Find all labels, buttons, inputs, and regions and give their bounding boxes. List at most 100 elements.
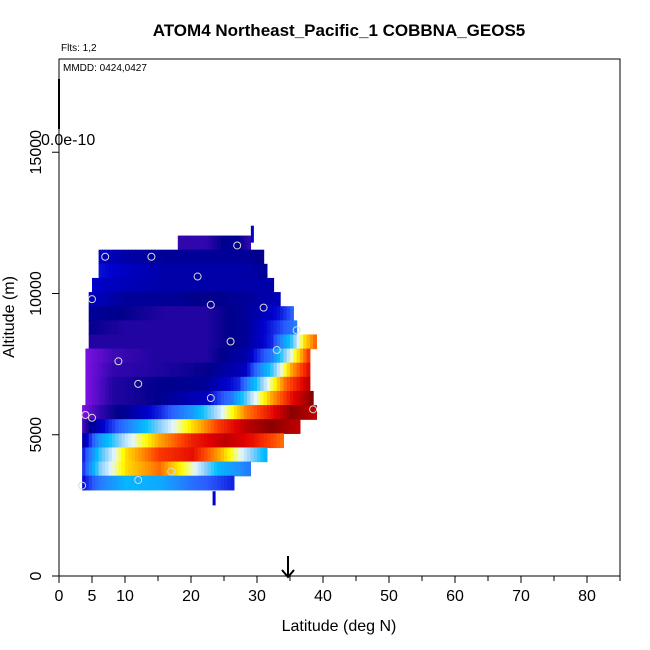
heatmap-cell — [237, 249, 242, 265]
heatmap-cell — [134, 249, 139, 265]
heatmap-cell — [148, 362, 152, 378]
heatmap-cell — [266, 292, 271, 307]
heatmap-cell — [233, 263, 238, 279]
heatmap-cell — [237, 263, 242, 279]
heatmap-cell — [227, 334, 232, 350]
heatmap-cell — [299, 390, 304, 406]
heatmap-cell — [227, 362, 232, 378]
heatmap-cell — [181, 235, 185, 251]
heatmap-cell — [191, 292, 195, 307]
heatmap-cell — [200, 376, 205, 392]
heatmap-cell — [101, 320, 106, 336]
heatmap-cell — [118, 362, 123, 378]
heatmap-cell — [204, 292, 209, 307]
heatmap-cell — [220, 390, 225, 406]
heatmap-cell — [161, 447, 166, 463]
heatmap-cell — [184, 475, 189, 491]
heatmap-cell — [121, 334, 126, 350]
heatmap-cell — [101, 306, 106, 321]
heatmap-cell — [243, 320, 248, 336]
heatmap-cell — [88, 419, 93, 434]
heatmap-cell — [230, 419, 235, 434]
heatmap-cell — [184, 249, 189, 265]
heatmap-cell — [105, 348, 110, 364]
heatmap-cell — [174, 277, 179, 293]
heatmap-cell — [293, 334, 298, 350]
heatmap-cell — [141, 263, 146, 279]
heatmap-cell — [121, 263, 126, 279]
heatmap-cell — [194, 419, 199, 434]
heatmap-cell — [98, 334, 103, 350]
heatmap-cell — [131, 376, 136, 392]
heatmap-cell — [161, 334, 166, 350]
heatmap-cell — [171, 475, 176, 491]
heatmap-cell — [82, 433, 86, 449]
heatmap-cell — [276, 376, 281, 392]
track-point — [78, 481, 87, 490]
heatmap-cell — [270, 348, 275, 364]
heatmap-cell — [177, 433, 182, 449]
heatmap-cell — [266, 348, 271, 364]
heatmap-cell — [240, 419, 245, 434]
heatmap-cell — [250, 419, 255, 434]
heatmap-cell — [161, 376, 166, 392]
heatmap-cell — [214, 334, 218, 350]
heatmap-cell — [194, 334, 199, 350]
heatmap-cell — [240, 376, 245, 392]
heatmap-cell — [184, 362, 189, 378]
heatmap-cell — [194, 320, 199, 336]
heatmap-cell — [220, 263, 225, 279]
heatmap-cell — [125, 362, 129, 378]
heatmap-cell — [144, 362, 149, 378]
heatmap-cell — [306, 390, 311, 406]
heatmap-cell — [98, 419, 103, 434]
heatmap-cell — [148, 447, 152, 463]
heatmap-cell — [88, 390, 93, 406]
track-point — [134, 475, 143, 484]
heatmap-cell — [161, 263, 166, 279]
heatmap-cell — [290, 405, 294, 420]
heatmap-cell — [161, 390, 166, 406]
heatmap-cell — [283, 376, 288, 392]
heatmap-cell — [230, 348, 235, 364]
heatmap-cell — [214, 320, 218, 336]
heatmap-cell — [293, 348, 298, 364]
heatmap-cell — [204, 362, 209, 378]
heatmap-cell — [88, 348, 93, 364]
heatmap-cell — [290, 390, 294, 406]
heatmap-cell — [227, 249, 232, 265]
heatmap-cell — [105, 433, 110, 449]
heatmap-cell — [171, 376, 176, 392]
heatmap-cell — [191, 249, 195, 265]
heatmap-cell — [111, 306, 116, 321]
heatmap-cell — [194, 376, 199, 392]
heatmap-cell — [184, 390, 189, 406]
heatmap-cell — [92, 390, 96, 406]
heatmap-cell — [88, 405, 93, 420]
heatmap-cell — [220, 348, 225, 364]
heatmap-cell — [276, 348, 281, 364]
heatmap-cell — [290, 419, 294, 434]
heatmap-cell — [151, 362, 156, 378]
heatmap-cell — [273, 390, 278, 406]
heatmap-cell — [224, 390, 228, 406]
x-tick-label: 5 — [88, 588, 97, 605]
heatmap-cell — [148, 320, 152, 336]
heatmap-cell — [118, 320, 123, 336]
heatmap-cell — [181, 320, 185, 336]
heatmap-cell — [148, 376, 152, 392]
heatmap-cell — [108, 475, 113, 491]
heatmap-cell — [220, 461, 225, 477]
heatmap-cell — [230, 362, 235, 378]
heatmap-cell — [101, 348, 106, 364]
heatmap-cell — [263, 376, 268, 392]
heatmap-cell — [197, 320, 202, 336]
heatmap-cell — [108, 376, 113, 392]
heatmap-cell — [257, 263, 261, 279]
heatmap-cell — [243, 334, 248, 350]
heatmap-cell — [148, 390, 152, 406]
heatmap-cell — [250, 376, 255, 392]
heatmap-cell — [233, 320, 238, 336]
heatmap-cell — [299, 334, 304, 350]
heatmap-cell — [85, 390, 90, 406]
